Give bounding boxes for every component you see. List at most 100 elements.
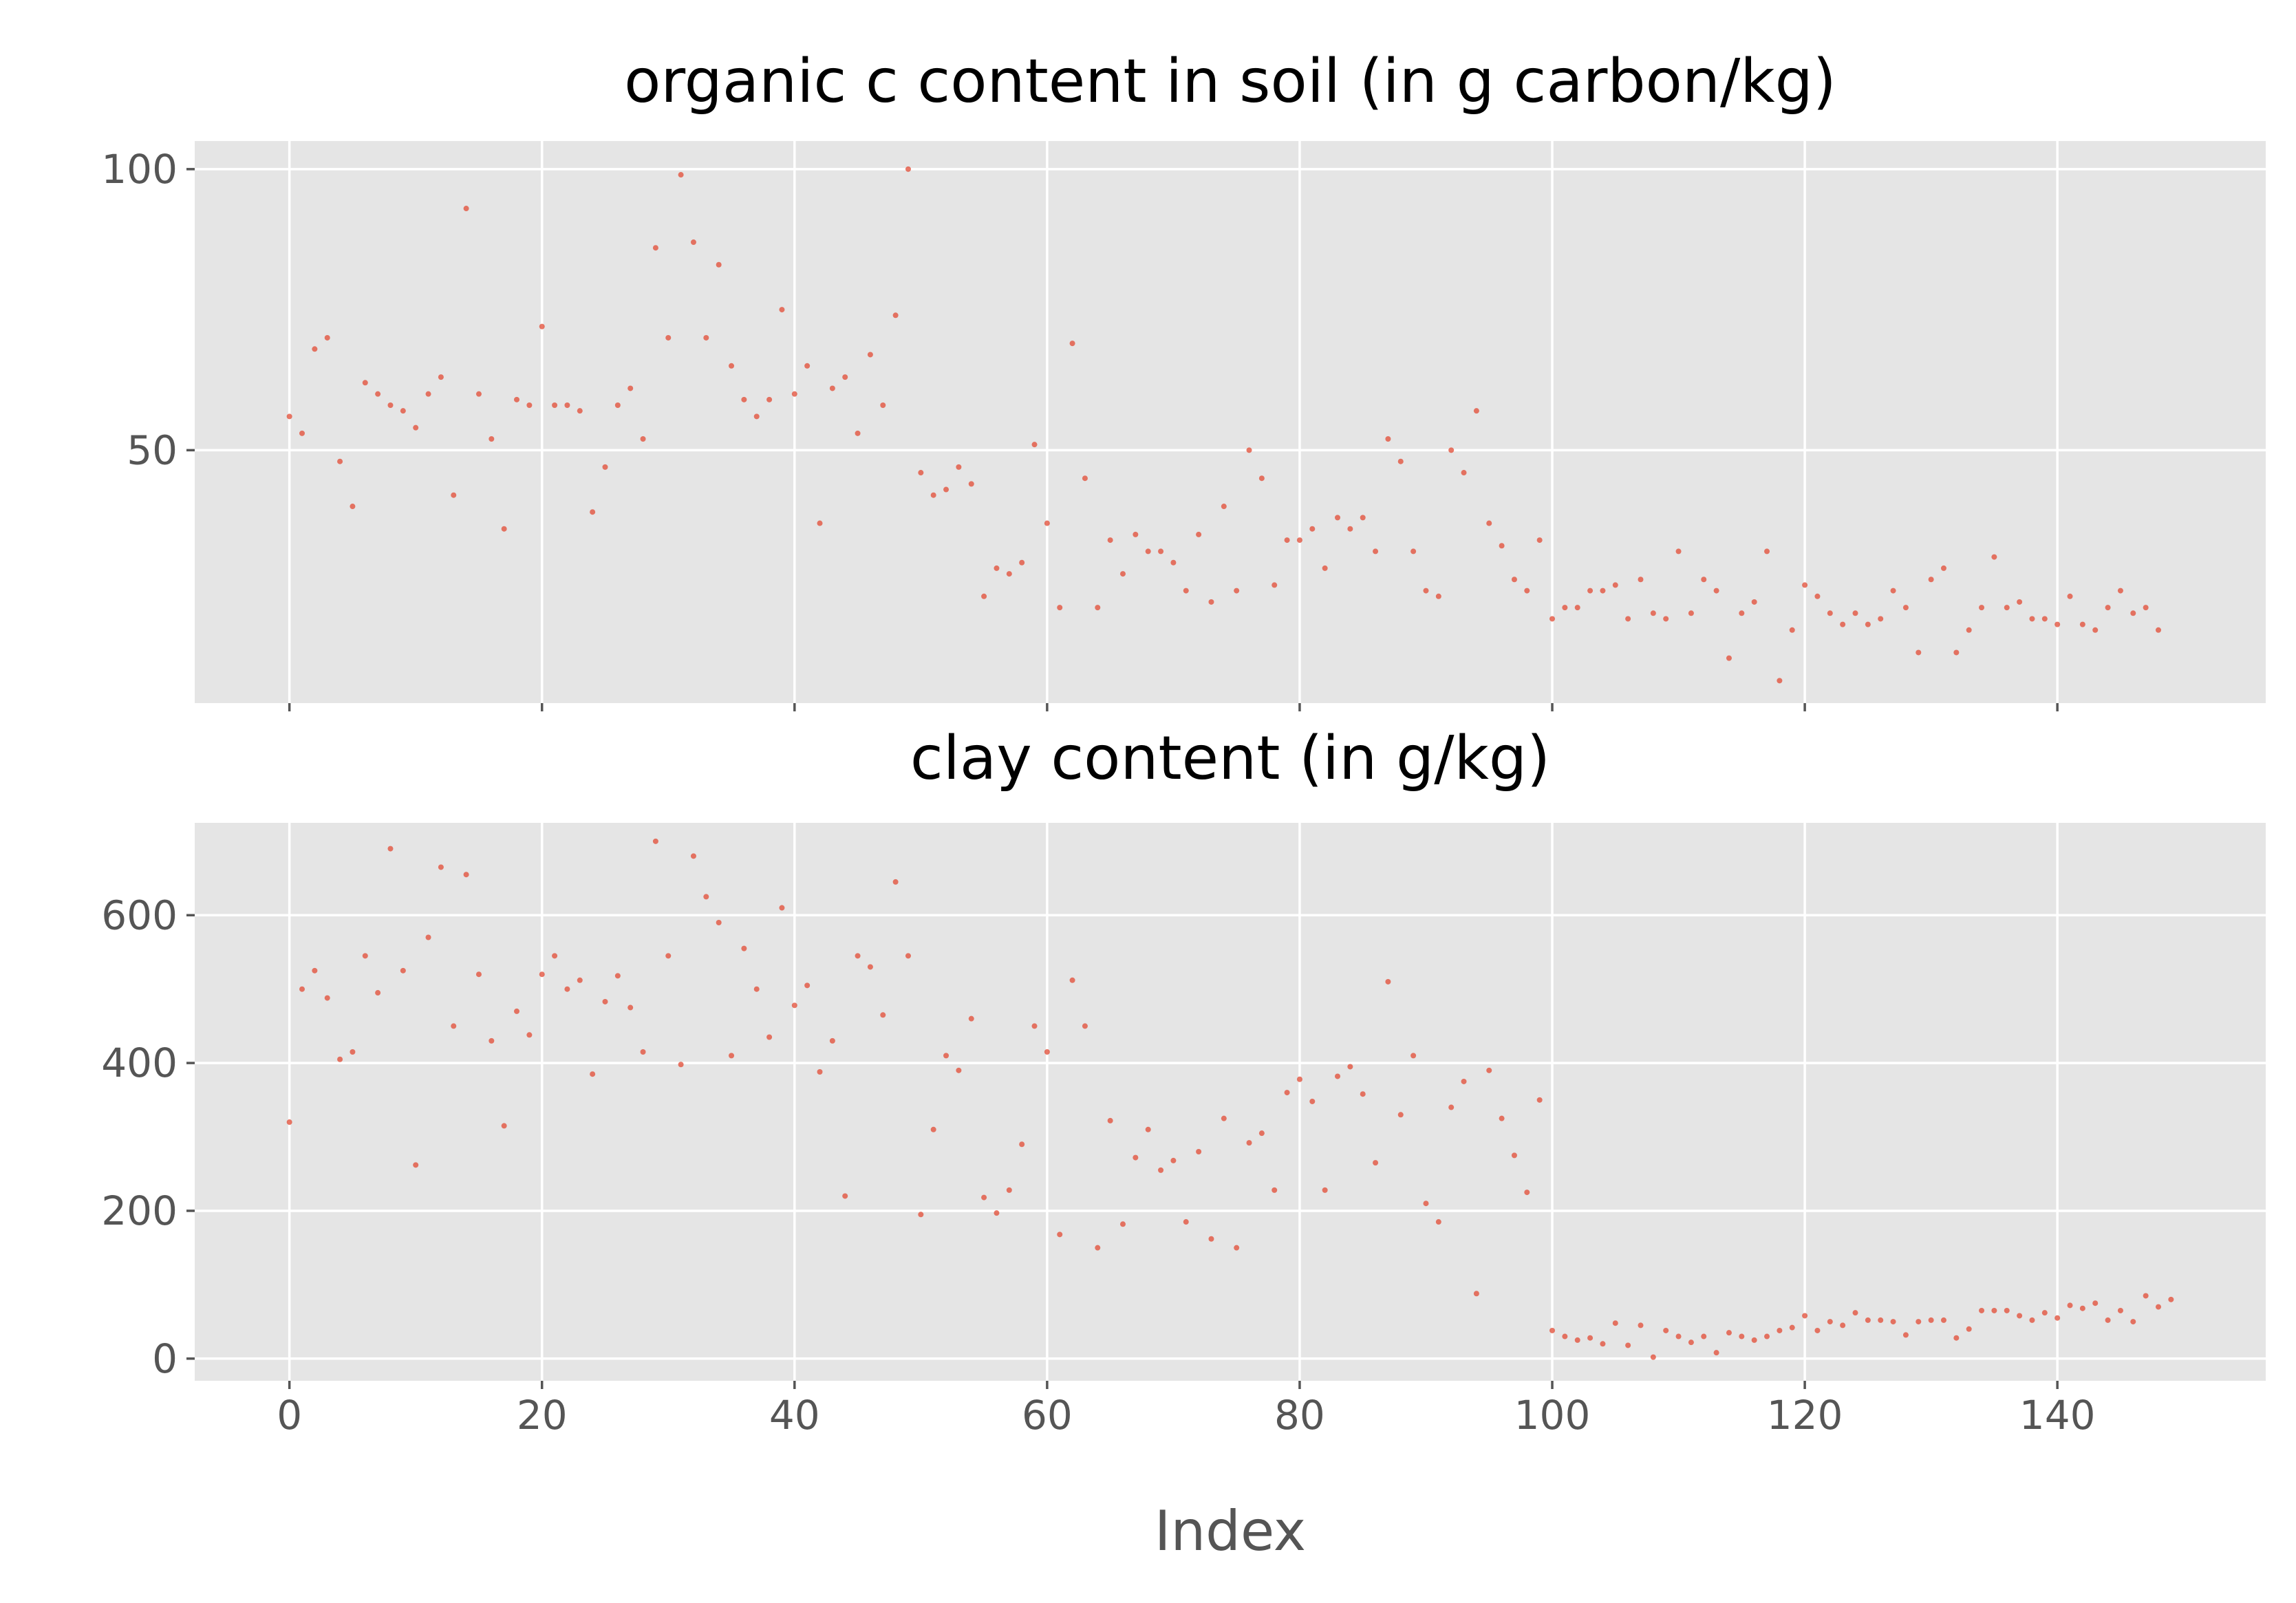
organic-carbon-data-point: [741, 396, 747, 402]
organic-carbon-data-point: [2054, 621, 2061, 627]
organic-carbon-data-point: [665, 334, 672, 341]
clay-data-point: [1549, 1327, 1556, 1333]
organic-carbon-data-point: [1802, 582, 1808, 588]
organic-carbon-data-point: [425, 391, 431, 397]
clay-data-point: [779, 905, 785, 911]
clay-data-point: [1928, 1317, 1934, 1323]
organic-carbon-data-point: [1549, 616, 1556, 622]
organic-carbon-data-point: [2130, 610, 2136, 616]
clay-data-point: [1701, 1333, 1707, 1340]
organic-carbon-data-point: [1019, 559, 1025, 566]
clay-data-point: [362, 953, 368, 959]
clay-data-point: [1916, 1319, 1922, 1325]
clay-y-tick-label: 0: [152, 1335, 178, 1382]
organic-carbon-data-point: [312, 346, 318, 352]
organic-carbon-data-point: [880, 402, 886, 408]
clay-data-point: [1360, 1091, 1366, 1097]
organic-carbon-data-point: [994, 565, 1000, 571]
organic-carbon-data-point: [1221, 504, 1227, 510]
organic-carbon-data-point: [652, 245, 658, 251]
organic-carbon-y-tick-label: 100: [101, 146, 178, 193]
clay-data-point: [1145, 1126, 1151, 1132]
clay-title: clay content (in g/kg): [910, 723, 1550, 793]
organic-carbon-grid: [195, 141, 2266, 703]
organic-carbon-data-point: [1562, 605, 1568, 611]
clay-data-point: [1473, 1291, 1479, 1297]
clay-data-point: [2130, 1319, 2136, 1325]
organic-carbon-y-tick-label: 50: [127, 427, 178, 473]
organic-carbon-data-point: [1991, 554, 1997, 560]
clay-data-point: [1979, 1307, 1985, 1313]
organic-carbon-data-point: [1675, 548, 1682, 555]
organic-carbon-data-point: [1423, 588, 1429, 594]
clay-data-point: [614, 973, 621, 979]
organic-carbon-data-point: [1069, 341, 1075, 347]
organic-carbon-data-point: [1158, 548, 1164, 555]
clay-data-point: [817, 1068, 823, 1075]
clay-data-point: [1335, 1073, 1341, 1079]
organic-carbon-data-point: [324, 334, 330, 341]
clay-data-point: [1069, 977, 1075, 983]
organic-carbon-data-point: [1713, 588, 1719, 594]
clay-data-point: [1133, 1154, 1139, 1161]
clay-data-point: [1296, 1076, 1302, 1082]
organic-carbon-panel: 50 100 organic c content in soil (in g ca…: [101, 46, 2266, 711]
organic-carbon-data-point: [1928, 577, 1934, 583]
organic-carbon-data-point: [1878, 616, 1884, 622]
clay-data-point: [1258, 1130, 1265, 1137]
organic-carbon-data-point: [1916, 649, 1922, 656]
organic-carbon-data-point: [1347, 526, 1353, 532]
clay-data-point: [678, 1062, 684, 1068]
clay-data-point: [729, 1053, 735, 1059]
clay-panel: 0 20 40 60 80 100 120 140 0 200 400 600 clay conten…: [101, 723, 2266, 1563]
organic-carbon-data-point: [526, 402, 533, 408]
organic-carbon-data-point: [1196, 531, 1202, 537]
clay-data-point: [892, 879, 899, 885]
organic-carbon-data-point: [1638, 577, 1644, 583]
clay-data-point: [564, 986, 570, 992]
clay-data-point: [602, 998, 608, 1004]
organic-carbon-data-point: [614, 402, 621, 408]
organic-carbon-data-point: [1587, 588, 1594, 594]
organic-carbon-data-point: [2155, 627, 2161, 633]
x-axis-label: Index: [1155, 1499, 1306, 1563]
clay-data-point: [1713, 1350, 1719, 1356]
clay-y-tick-label: 200: [101, 1187, 178, 1234]
clay-data-point: [1726, 1330, 1732, 1336]
organic-carbon-points: [286, 166, 2161, 684]
clay-data-point: [968, 1015, 974, 1022]
organic-carbon-data-point: [855, 430, 861, 436]
organic-carbon-data-point: [1979, 605, 1985, 611]
clay-x-tick-label: 100: [1514, 1392, 1591, 1439]
organic-carbon-data-point: [1234, 588, 1240, 594]
organic-carbon-data-point: [1385, 436, 1391, 442]
organic-carbon-data-point: [590, 509, 596, 515]
organic-carbon-data-point: [1777, 678, 1783, 684]
clay-data-point: [804, 982, 811, 989]
clay-data-point: [350, 1048, 356, 1055]
organic-carbon-data-point: [2105, 605, 2111, 611]
clay-data-point: [753, 986, 760, 992]
clay-data-point: [855, 953, 861, 959]
organic-carbon-data-point: [1966, 627, 1972, 633]
organic-carbon-data-point: [350, 504, 356, 510]
clay-data-point: [1625, 1342, 1631, 1348]
organic-carbon-data-point: [1095, 605, 1101, 611]
organic-carbon-data-point: [1574, 605, 1580, 611]
clay-data-point: [791, 1002, 797, 1009]
clay-data-point: [2004, 1307, 2010, 1313]
organic-carbon-data-point: [716, 261, 722, 268]
clay-data-point: [1272, 1187, 1278, 1193]
clay-data-point: [590, 1071, 596, 1077]
clay-data-point: [930, 1126, 936, 1132]
clay-data-point: [425, 934, 431, 940]
clay-data-point: [1019, 1141, 1025, 1148]
organic-carbon-data-point: [627, 385, 634, 391]
organic-carbon-data-point: [2079, 621, 2085, 627]
clay-data-point: [1448, 1104, 1455, 1110]
organic-carbon-data-point: [892, 312, 899, 319]
clay-data-point: [1309, 1098, 1316, 1104]
organic-carbon-data-point: [1473, 408, 1479, 414]
clay-data-point: [1246, 1140, 1252, 1146]
organic-carbon-data-point: [804, 363, 811, 369]
